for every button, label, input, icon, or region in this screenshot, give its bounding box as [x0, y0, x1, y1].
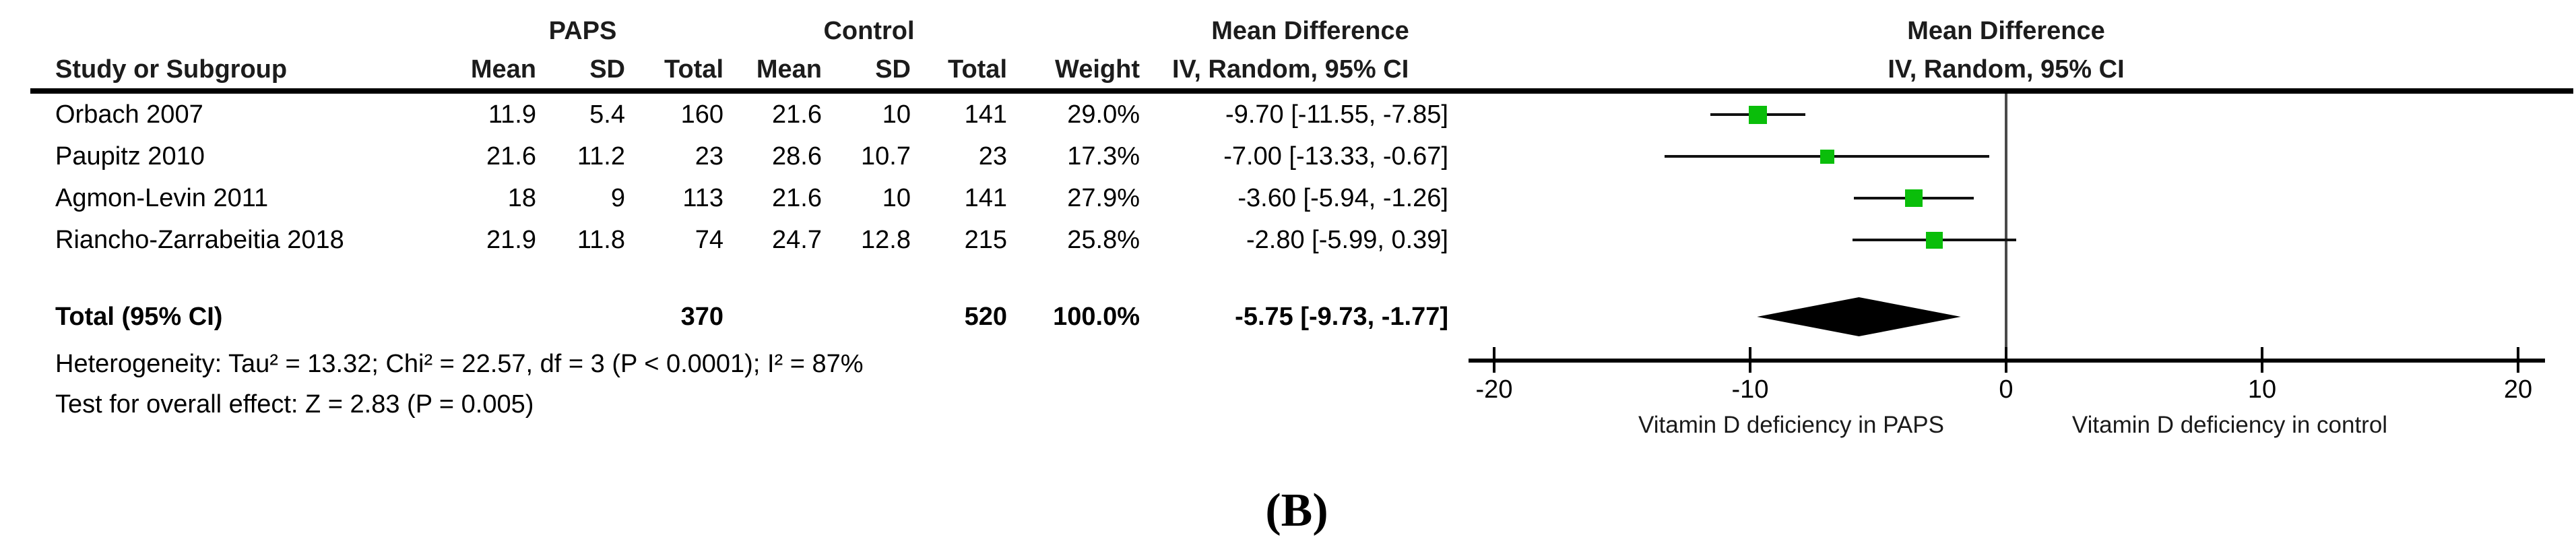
- ctrl-mean: 28.6: [772, 142, 822, 171]
- weight: 27.9%: [1067, 184, 1140, 212]
- ctrl-sd: 10: [882, 184, 911, 212]
- ctrl-mean: 24.7: [772, 226, 822, 254]
- axis-tick-label: -20: [1475, 375, 1513, 404]
- paps-mean: 18: [507, 184, 536, 212]
- axis-caption-left: Vitamin D deficiency in PAPS: [1638, 412, 1944, 438]
- effect-marker-orbach-2007: [1748, 105, 1767, 124]
- study-name: Agmon-Levin 2011: [55, 184, 269, 212]
- weight: 25.8%: [1067, 226, 1140, 254]
- axis-caption-right: Vitamin D deficiency in control: [2071, 412, 2388, 438]
- total-ctrl-total: 520: [964, 303, 1007, 331]
- total-label: Total (95% CI): [55, 303, 223, 331]
- paps-total: 74: [695, 226, 723, 254]
- col-header-paps-sd: SD: [589, 55, 625, 84]
- axis-tick-label: 20: [2503, 375, 2533, 404]
- header-divider-line: [30, 88, 2573, 94]
- paps-total: 23: [695, 142, 723, 171]
- ctrl-total: 141: [964, 184, 1007, 212]
- axis-tick-label: -10: [1731, 375, 1769, 404]
- paps-sd: 9: [610, 184, 625, 212]
- col-header-ctrl-mean: Mean: [756, 55, 822, 84]
- col-header-paps-mean: Mean: [470, 55, 536, 84]
- table-row-riancho-zarrabeitia-2018: Riancho-Zarrabeitia 2018 21.9 11.8 74 24…: [0, 220, 2576, 260]
- zero-reference-line: [2005, 94, 2007, 359]
- axis-tick-label: 0: [1999, 375, 2014, 404]
- paps-total: 113: [682, 184, 723, 212]
- col-header-ctrl-sd: SD: [875, 55, 911, 84]
- effect-marker-riancho-zarrabeitia-2018: [1926, 231, 1943, 249]
- axis-tick: [1749, 347, 1751, 373]
- weight: 17.3%: [1067, 142, 1140, 171]
- total-weight: 100.0%: [1053, 303, 1140, 331]
- table-row-orbach-2007: Orbach 2007 11.9 5.4 160 21.6 10 141 29.…: [0, 94, 2576, 135]
- group-header-row: PAPS Control Mean Difference Mean Differ…: [0, 11, 2576, 51]
- axis-tick-label: 10: [2247, 375, 2277, 404]
- col-header-ctrl-total: Total: [948, 55, 1007, 84]
- ctrl-total: 215: [964, 226, 1007, 254]
- paps-sd: 11.2: [577, 142, 625, 171]
- paps-sd: 11.8: [577, 226, 625, 254]
- weight: 29.0%: [1067, 100, 1140, 129]
- axis-tick: [1493, 347, 1495, 373]
- ctrl-sd: 10: [882, 100, 911, 129]
- paps-mean: 21.6: [486, 142, 536, 171]
- group-header-mean-difference-left: Mean Difference: [1211, 17, 1409, 45]
- col-header-ci-left: IV, Random, 95% CI: [1172, 55, 1409, 84]
- ctrl-mean: 21.6: [772, 100, 822, 129]
- effect-marker-paupitz-2010: [1820, 149, 1834, 164]
- col-header-weight: Weight: [1055, 55, 1140, 84]
- ci-text: -2.80 [-5.99, 0.39]: [1246, 226, 1448, 254]
- effect-marker-agmon-levin-2011: [1905, 189, 1923, 207]
- table-row-total: Total (95% CI) 370 520 100.0% -5.75 [-9.…: [0, 297, 2576, 337]
- paps-total: 160: [680, 100, 723, 129]
- total-ci-text: -5.75 [-9.73, -1.77]: [1235, 303, 1448, 331]
- column-header-row: Study or Subgroup Mean SD Total Mean SD …: [0, 49, 2576, 90]
- col-header-study: Study or Subgroup: [55, 55, 288, 84]
- paps-mean: 11.9: [488, 100, 536, 129]
- total-paps-total: 370: [680, 303, 723, 331]
- study-name: Paupitz 2010: [55, 142, 205, 171]
- paps-sd: 5.4: [589, 100, 625, 129]
- ci-text: -3.60 [-5.94, -1.26]: [1237, 184, 1448, 212]
- ctrl-sd: 10.7: [861, 142, 911, 171]
- col-header-ci-right: IV, Random, 95% CI: [1888, 55, 2125, 84]
- footnote-overall-effect-row: Test for overall effect: Z = 2.83 (P = 0…: [0, 384, 2576, 425]
- ci-text: -9.70 [-11.55, -7.85]: [1225, 100, 1448, 129]
- heterogeneity-text: Heterogeneity: Tau² = 13.32; Chi² = 22.5…: [55, 350, 864, 378]
- group-header-paps: PAPS: [548, 17, 617, 45]
- overall-effect-text: Test for overall effect: Z = 2.83 (P = 0…: [55, 390, 534, 419]
- axis-tick: [2517, 347, 2519, 373]
- figure-panel-label: (B): [1265, 485, 1328, 536]
- ctrl-mean: 21.6: [772, 184, 822, 212]
- ci-text: -7.00 [-13.33, -0.67]: [1223, 142, 1448, 171]
- ctrl-sd: 12.8: [861, 226, 911, 254]
- col-header-paps-total: Total: [664, 55, 723, 84]
- table-row-paupitz-2010: Paupitz 2010 21.6 11.2 23 28.6 10.7 23 1…: [0, 136, 2576, 177]
- group-header-control: Control: [823, 17, 915, 45]
- paps-mean: 21.9: [486, 226, 536, 254]
- axis-tick: [2261, 347, 2263, 373]
- table-row-agmon-levin-2011: Agmon-Levin 2011 18 9 113 21.6 10 141 27…: [0, 178, 2576, 218]
- study-name: Orbach 2007: [55, 100, 203, 129]
- study-name: Riancho-Zarrabeitia 2018: [55, 226, 344, 254]
- ctrl-total: 141: [964, 100, 1007, 129]
- group-header-mean-difference-right: Mean Difference: [1907, 17, 2105, 45]
- ctrl-total: 23: [978, 142, 1007, 171]
- axis-tick: [2005, 347, 2007, 373]
- footnote-heterogeneity-row: Heterogeneity: Tau² = 13.32; Chi² = 22.5…: [0, 344, 2576, 384]
